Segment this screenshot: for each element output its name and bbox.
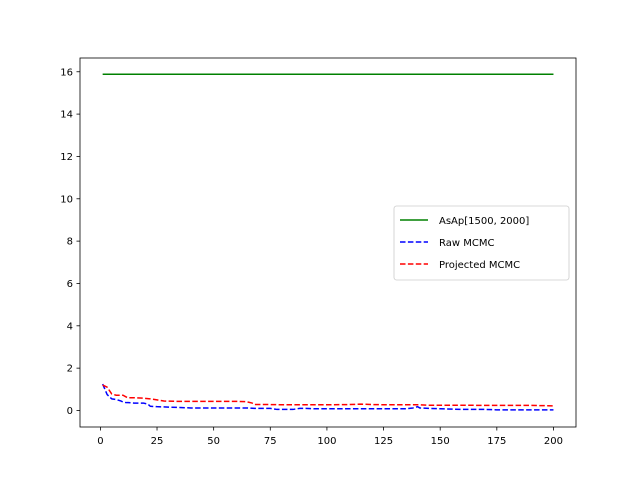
x-tick-label: 0 (97, 436, 103, 447)
x-tick-label: 75 (264, 436, 277, 447)
y-tick-label: 2 (67, 364, 73, 375)
legend-label: AsAp[1500, 2000] (439, 216, 529, 227)
legend-box (393, 205, 570, 281)
legend-label: Projected MCMC (439, 260, 520, 271)
y-axis: 0 2 4 6 8 10 12 14 16 (60, 67, 80, 417)
series-line-projected-mcmc (102, 384, 554, 407)
series-line-raw-mcmc (101, 383, 554, 411)
plot-frame (79, 57, 577, 428)
y-tick-label: 14 (60, 110, 73, 121)
series-layer (101, 73, 554, 411)
legend-label: Raw MCMC (439, 238, 494, 249)
y-tick-label: 8 (67, 237, 73, 248)
x-axis: 0 25 50 75 100 125 150 175 200 (97, 427, 563, 447)
x-tick-label: 100 (317, 436, 336, 447)
x-tick-label: 50 (207, 436, 220, 447)
y-tick-label: 10 (60, 194, 73, 205)
y-tick-label: 4 (67, 321, 73, 332)
legend: AsAp[1500, 2000] Raw MCMC Projected MCMC (393, 205, 570, 281)
x-tick-label: 175 (487, 436, 506, 447)
x-tick-label: 125 (374, 436, 393, 447)
y-tick-label: 12 (60, 152, 73, 163)
x-tick-label: 25 (151, 436, 164, 447)
y-tick-label: 0 (67, 406, 73, 417)
x-tick-label: 150 (431, 436, 450, 447)
x-tick-label: 200 (544, 436, 563, 447)
y-tick-label: 6 (67, 279, 73, 290)
y-tick-label: 16 (60, 67, 73, 78)
